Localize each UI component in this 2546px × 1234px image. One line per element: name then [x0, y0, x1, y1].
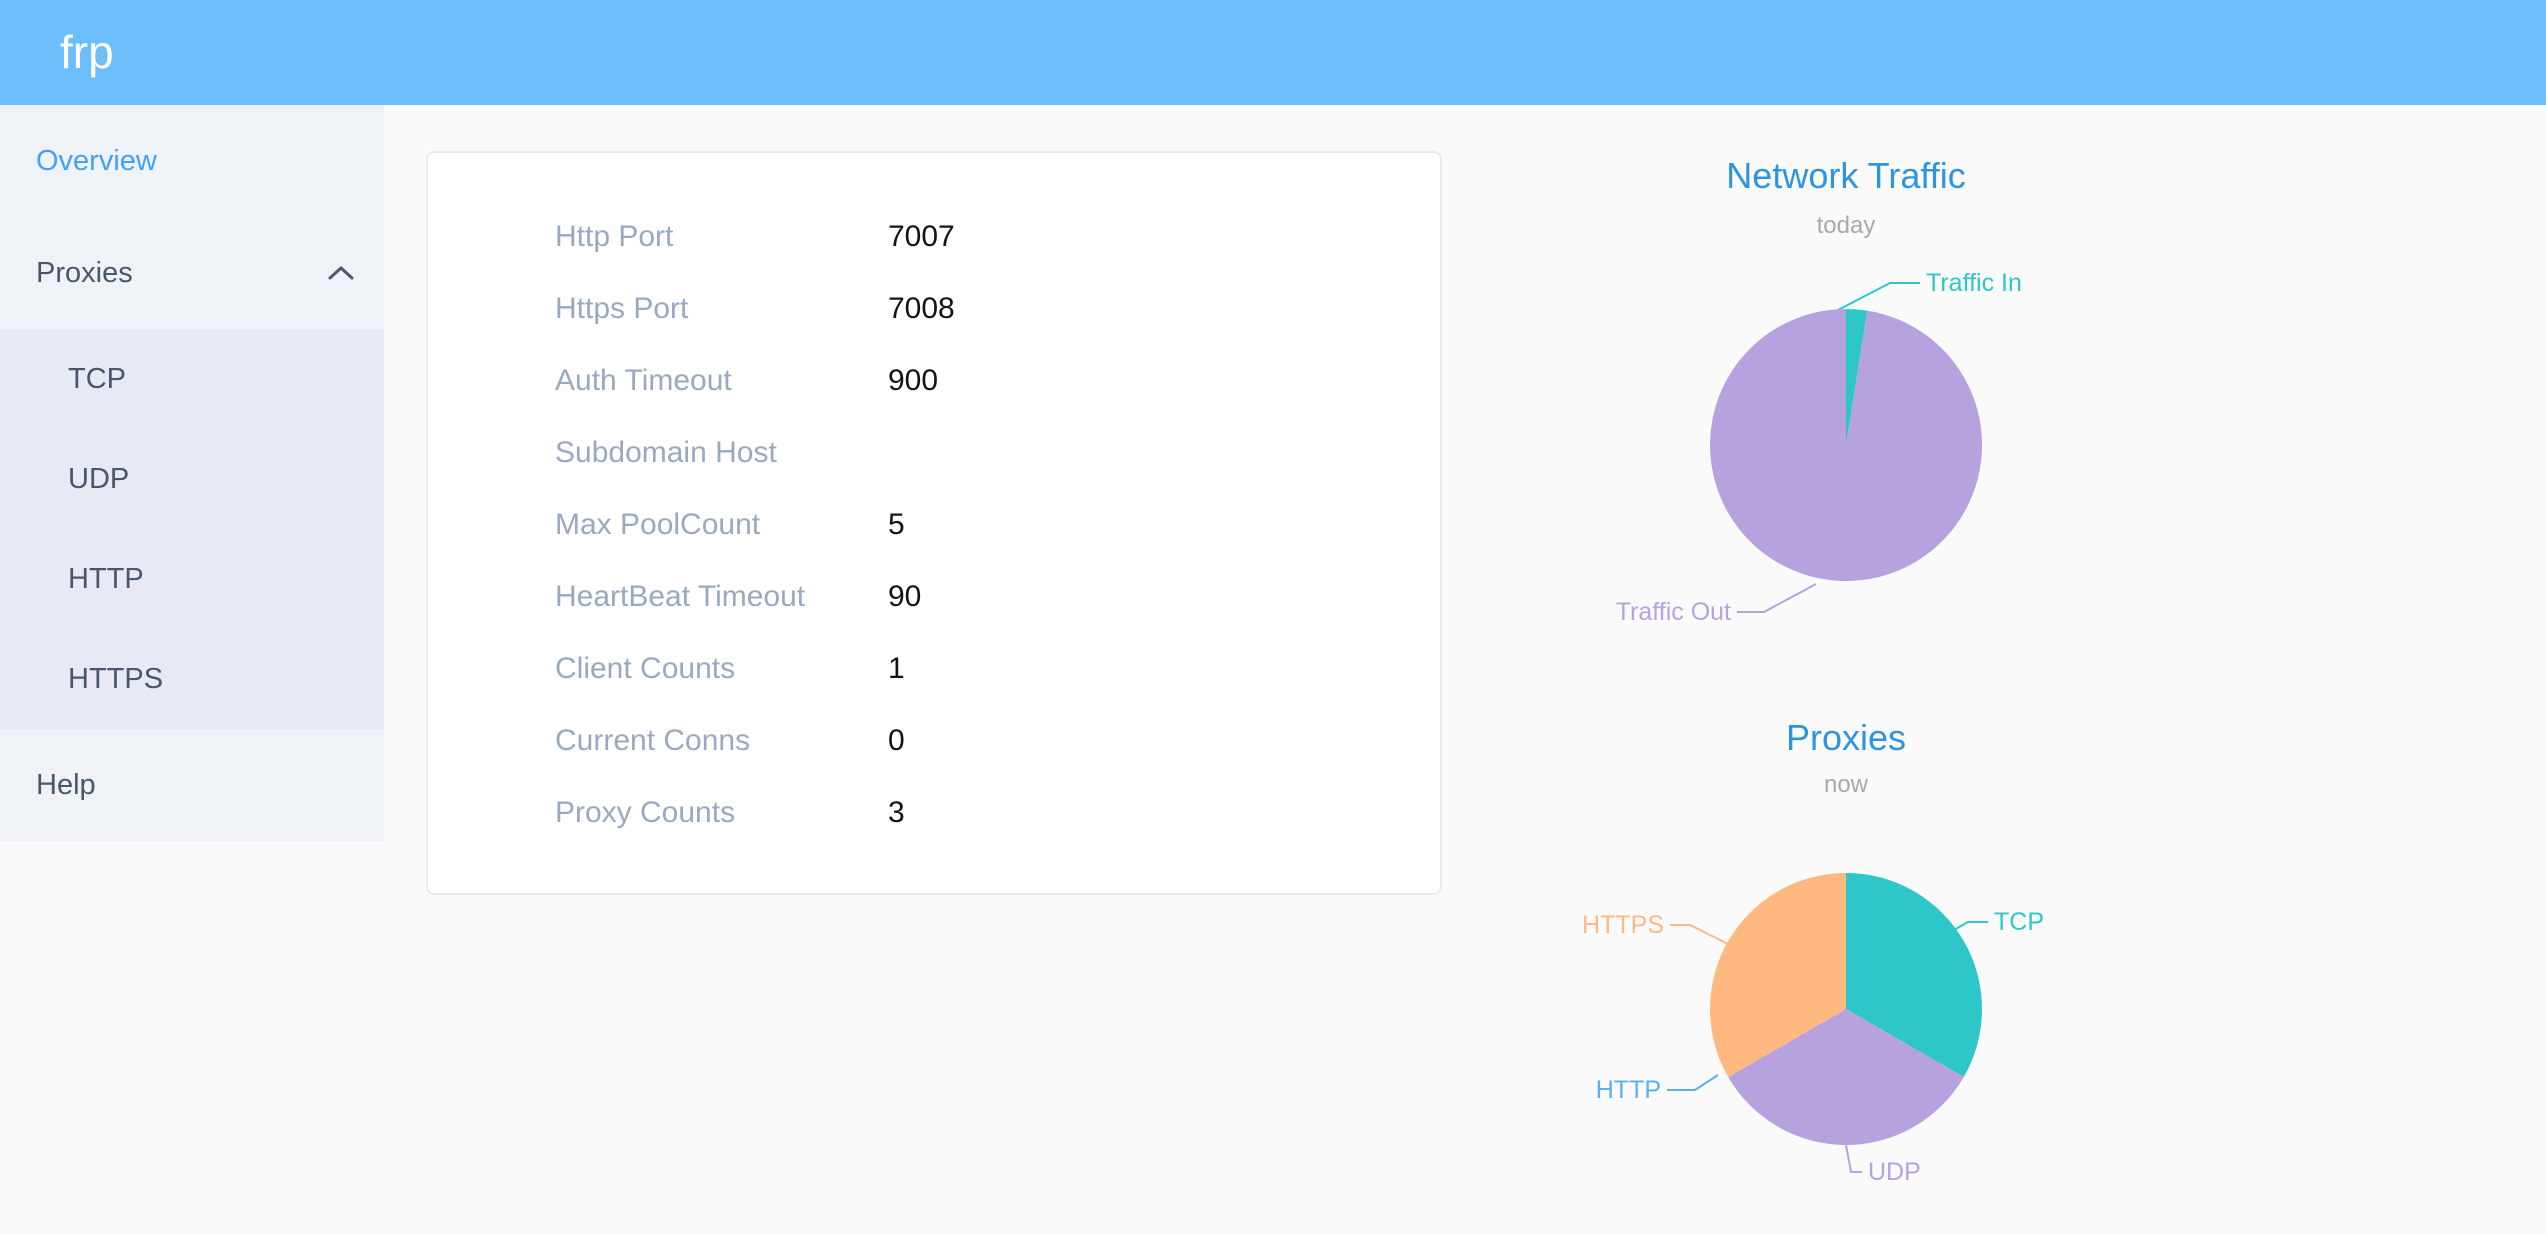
pie-label-traffic-out: Traffic Out [1616, 598, 1731, 626]
row-value: 3 [888, 796, 905, 829]
pie-label-line-tcp [1939, 921, 1988, 939]
proxies-pie-chart: TCP UDP HTTP HTTPS [1582, 873, 2044, 1186]
pie-label-tcp: TCP [1994, 908, 2044, 936]
chevron-up-icon [328, 266, 354, 280]
row-label: Subdomain Host [555, 436, 777, 469]
server-info-row-proxy-counts: Proxy Counts 3 [428, 777, 1440, 849]
sidebar-item-https[interactable]: HTTPS [68, 663, 164, 695]
sidebar-item-help[interactable]: Help [36, 769, 96, 801]
pie-label-line-traffic-in [1837, 282, 1920, 311]
network-traffic-pie-chart: Traffic In Traffic Out [1616, 269, 2022, 626]
pie-slice-traffic-in[interactable] [1846, 309, 1868, 445]
pie-slice-tcp[interactable] [1846, 873, 1983, 1077]
app-logo: frp [60, 26, 114, 78]
network-traffic-chart-subtitle: today [1816, 212, 1876, 239]
pie-label-udp: UDP [1868, 1158, 1921, 1186]
server-info-row-max-poolcount: Max PoolCount 5 [428, 489, 1440, 561]
network-traffic-chart-title: Network Traffic [1726, 155, 1966, 196]
proxies-chart-title: Proxies [1785, 717, 1907, 758]
pie-label-line-traffic-out [1737, 583, 1817, 613]
row-value: 7007 [888, 220, 955, 253]
sidebar-item-tcp[interactable]: TCP [68, 363, 126, 395]
sidebar-item-udp[interactable]: UDP [68, 463, 130, 495]
server-info-row-subdomain-host: Subdomain Host [428, 417, 1440, 489]
server-info-row-client-counts: Client Counts 1 [428, 633, 1440, 705]
row-label: Http Port [555, 220, 674, 253]
pie-slice-udp[interactable] [1728, 1009, 1964, 1146]
pie-slice-traffic-out[interactable] [1710, 309, 1983, 581]
app-header: frp [0, 0, 2546, 105]
server-info-row-auth-timeout: Auth Timeout 900 [428, 345, 1440, 417]
row-label: Auth Timeout [555, 364, 732, 397]
sidebar-item-http[interactable]: HTTP [68, 563, 144, 595]
row-label: Max PoolCount [555, 508, 761, 541]
sidebar-item-proxies-label: Proxies [36, 256, 133, 289]
row-value: 7008 [888, 292, 955, 325]
pie-label-https: HTTPS [1582, 911, 1664, 939]
row-value: 5 [888, 508, 905, 541]
server-info-row-http-port: Http Port 7007 [428, 201, 1440, 273]
row-label: Client Counts [555, 652, 736, 685]
row-value: 900 [888, 364, 939, 397]
row-label: HeartBeat Timeout [555, 580, 806, 613]
pie-label-line-https [1670, 924, 1729, 945]
row-label: Https Port [555, 292, 689, 325]
proxies-chart-subtitle: now [1823, 771, 1869, 798]
pie-label-line-http [1667, 1074, 1719, 1091]
row-value: 0 [888, 724, 905, 757]
sidebar: Overview Proxies TCP UDP HTTP HTTPS Help [0, 105, 384, 841]
pie-label-line-udp [1845, 1144, 1862, 1173]
row-value: 1 [888, 652, 905, 685]
row-label: Current Conns [555, 724, 751, 757]
pie-label-http: HTTP [1596, 1076, 1661, 1104]
server-info-card: Http Port 7007 Https Port 7008 Auth Time… [426, 151, 1442, 895]
row-value: 90 [888, 580, 922, 613]
sidebar-item-overview[interactable]: Overview [36, 145, 157, 177]
sidebar-submenu-proxies: TCP UDP HTTP HTTPS [0, 329, 384, 729]
server-info-row-current-conns: Current Conns 0 [428, 705, 1440, 777]
row-label: Proxy Counts [555, 796, 736, 829]
pie-label-traffic-in: Traffic In [1926, 269, 2022, 297]
pie-slice-https[interactable] [1709, 873, 1846, 1077]
server-info-row-heartbeat-timeout: HeartBeat Timeout 90 [428, 561, 1440, 633]
server-info-row-https-port: Https Port 7008 [428, 273, 1440, 345]
sidebar-item-proxies[interactable]: Proxies [0, 217, 384, 329]
